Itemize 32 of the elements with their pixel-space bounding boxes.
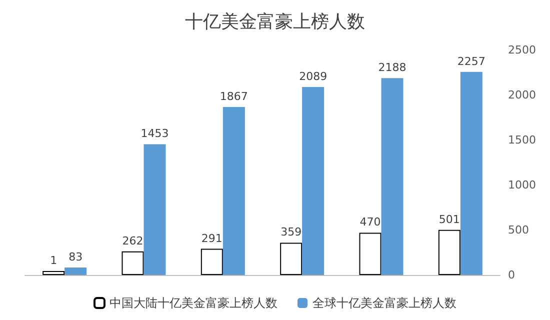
legend-label: 全球十亿美金富豪上榜人数 (312, 296, 456, 310)
y-tick-label: 1000 (508, 178, 536, 192)
bar (438, 230, 460, 275)
bar (381, 78, 404, 275)
data-label: 291 (201, 232, 222, 245)
bar (302, 86, 324, 275)
data-label: 1 (50, 254, 58, 267)
y-tick-label: 0 (508, 268, 515, 282)
bar (222, 106, 245, 275)
bar (359, 232, 382, 275)
bar (280, 242, 302, 275)
y-tick-label: 2000 (508, 88, 536, 102)
y-tick-label: 2500 (508, 44, 536, 56)
data-label: 83 (68, 250, 83, 264)
bar (200, 248, 223, 275)
data-label: 359 (280, 226, 302, 239)
data-label: 501 (438, 212, 460, 226)
bar (122, 251, 144, 275)
y-tick-label: 500 (508, 224, 529, 236)
data-label: 2089 (299, 70, 328, 83)
y-tick-label: 1500 (508, 134, 536, 146)
legend-label: 中国大陆十亿美金富豪上榜人数 (110, 296, 278, 310)
bar (460, 72, 482, 275)
data-label: 1867 (220, 90, 248, 103)
data-label: 262 (122, 234, 144, 248)
data-label: 1453 (140, 127, 169, 140)
data-label: 2188 (378, 61, 406, 74)
bar (64, 268, 87, 275)
data-label: 470 (360, 216, 381, 229)
chart-title: 十亿美金富豪上榜人数 (185, 12, 365, 32)
bar (144, 144, 166, 275)
data-label: 2257 (457, 54, 486, 68)
